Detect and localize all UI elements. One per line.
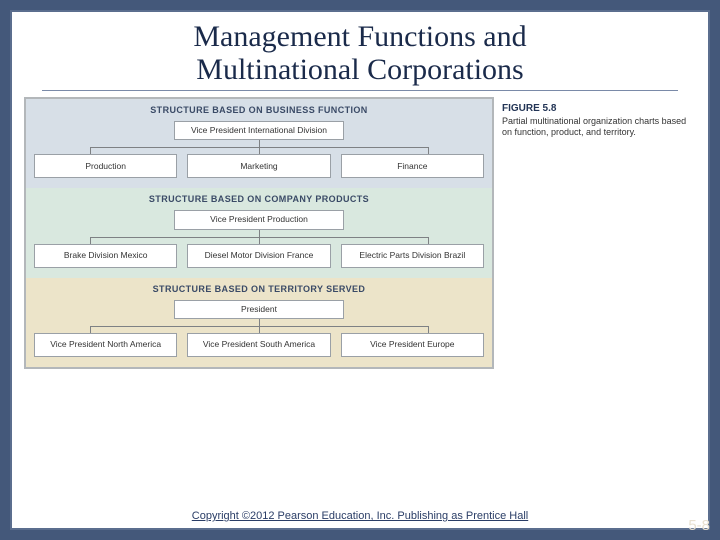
child-box: Vice President North America [34, 333, 177, 357]
section-title: STRUCTURE BASED ON TERRITORY SERVED [34, 284, 484, 294]
title-rule [42, 90, 678, 91]
head-box: Vice President Production [174, 210, 344, 229]
figure-label: FIGURE 5.8 [502, 103, 696, 114]
section-title: STRUCTURE BASED ON BUSINESS FUNCTION [34, 105, 484, 115]
title-line-1: Management Functions and [193, 20, 526, 53]
section-territory: STRUCTURE BASED ON TERRITORY SERVED Pres… [26, 278, 492, 367]
copyright-text: Copyright ©2012 Pearson Education, Inc. … [12, 510, 708, 522]
child-row: Brake Division Mexico Diesel Motor Divis… [34, 244, 484, 268]
child-box: Diesel Motor Division France [187, 244, 330, 268]
section-title: STRUCTURE BASED ON COMPANY PRODUCTS [34, 194, 484, 204]
figure-caption-area: FIGURE 5.8 Partial multinational organiz… [502, 97, 696, 369]
child-box: Vice President South America [187, 333, 330, 357]
section-products: STRUCTURE BASED ON COMPANY PRODUCTS Vice… [26, 188, 492, 277]
child-box: Production [34, 154, 177, 178]
figure-area: STRUCTURE BASED ON BUSINESS FUNCTION Vic… [24, 97, 696, 369]
org-chart: STRUCTURE BASED ON BUSINESS FUNCTION Vic… [24, 97, 494, 369]
section-function: STRUCTURE BASED ON BUSINESS FUNCTION Vic… [26, 99, 492, 188]
child-box: Brake Division Mexico [34, 244, 177, 268]
figure-caption: Partial multinational organization chart… [502, 116, 696, 139]
page-title: Management Functions and Multinational C… [12, 12, 708, 88]
head-box: Vice President International Division [174, 121, 344, 140]
slide-inner: Management Functions and Multinational C… [10, 10, 710, 530]
child-box: Vice President Europe [341, 333, 484, 357]
child-box: Finance [341, 154, 484, 178]
content-area: STRUCTURE BASED ON BUSINESS FUNCTION Vic… [12, 97, 708, 369]
head-box: President [174, 300, 344, 319]
child-box: Marketing [187, 154, 330, 178]
child-box: Electric Parts Division Brazil [341, 244, 484, 268]
slide: Management Functions and Multinational C… [0, 0, 720, 540]
page-number: 5-8 [688, 517, 710, 534]
child-row: Vice President North America Vice Presid… [34, 333, 484, 357]
child-row: Production Marketing Finance [34, 154, 484, 178]
title-line-2: Multinational Corporations [196, 53, 523, 86]
